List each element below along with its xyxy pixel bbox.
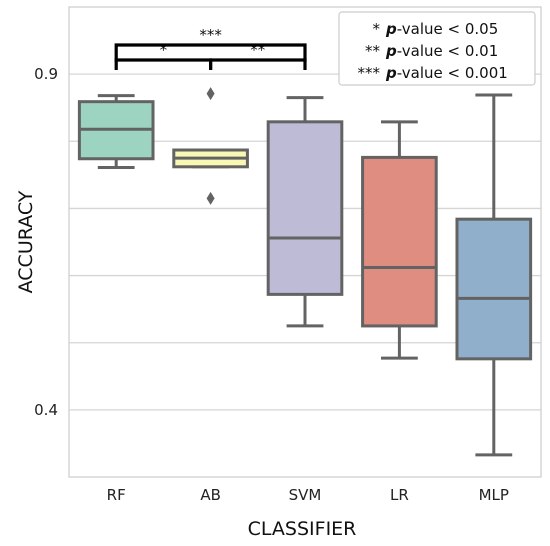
box-ab bbox=[172, 87, 249, 205]
bracket-line bbox=[114, 58, 213, 70]
legend-frame bbox=[338, 11, 536, 86]
x-axis-label: CLASSIFIER bbox=[248, 518, 357, 540]
legend-text: p-value < 0.05 bbox=[385, 20, 498, 38]
box-rf bbox=[77, 94, 155, 169]
significance-label: * bbox=[160, 41, 168, 59]
box-body bbox=[455, 217, 533, 361]
outlier-point bbox=[206, 191, 215, 205]
y-ticks: 0.4 0.9 bbox=[34, 65, 58, 419]
x-tick-label: AB bbox=[200, 486, 221, 504]
y-tick-label: 0.4 bbox=[34, 401, 58, 419]
outlier-point bbox=[206, 87, 215, 101]
x-tick-label: MLP bbox=[479, 486, 509, 504]
y-tick-label: 0.9 bbox=[34, 65, 58, 83]
legend-symbol: ** bbox=[365, 42, 381, 60]
significance-bracket: *** bbox=[114, 26, 307, 62]
box-body bbox=[361, 155, 438, 328]
box-body bbox=[266, 120, 344, 296]
significance-brackets: * ***** bbox=[114, 26, 307, 70]
legend-text: p-value < 0.001 bbox=[385, 64, 508, 82]
legend-symbol: *** bbox=[358, 64, 381, 82]
legend-symbol: * bbox=[373, 20, 381, 38]
legend: * p-value < 0.05** p-value < 0.01*** p-valu… bbox=[338, 11, 536, 86]
x-ticks: RF AB SVM LR MLP bbox=[107, 486, 509, 504]
legend-text: p-value < 0.01 bbox=[385, 42, 498, 60]
box-svm bbox=[266, 96, 344, 328]
x-tick-label: SVM bbox=[289, 486, 322, 504]
bracket-line bbox=[209, 58, 307, 70]
box-mlp bbox=[455, 93, 533, 457]
plot-frame bbox=[68, 6, 542, 478]
bracket-line bbox=[114, 43, 307, 62]
significance-label: *** bbox=[199, 26, 222, 44]
x-tick-label: RF bbox=[107, 486, 126, 504]
x-tick-label: LR bbox=[390, 486, 409, 504]
y-axis-label: ACCURACY bbox=[15, 190, 37, 293]
box-lr bbox=[361, 120, 438, 360]
boxes bbox=[77, 87, 533, 457]
